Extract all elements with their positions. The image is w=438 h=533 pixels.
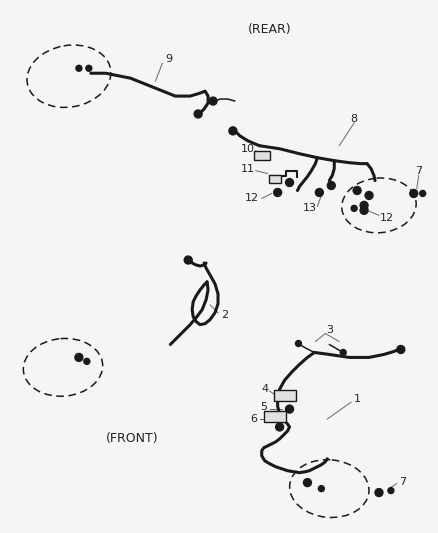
Circle shape bbox=[315, 189, 323, 197]
Text: 5: 5 bbox=[260, 402, 267, 412]
Circle shape bbox=[209, 97, 217, 105]
Text: 10: 10 bbox=[241, 144, 255, 154]
Circle shape bbox=[75, 353, 83, 361]
Text: 7: 7 bbox=[415, 166, 422, 175]
Polygon shape bbox=[268, 175, 281, 182]
Circle shape bbox=[410, 190, 418, 197]
Circle shape bbox=[318, 486, 324, 491]
Circle shape bbox=[397, 345, 405, 353]
Circle shape bbox=[76, 65, 82, 71]
Text: 9: 9 bbox=[165, 54, 172, 64]
Circle shape bbox=[365, 191, 373, 199]
Text: 7: 7 bbox=[399, 477, 406, 487]
Text: 3: 3 bbox=[326, 325, 333, 335]
Text: 6: 6 bbox=[250, 414, 257, 424]
Polygon shape bbox=[254, 151, 270, 160]
Circle shape bbox=[296, 341, 301, 346]
Circle shape bbox=[327, 182, 335, 190]
Polygon shape bbox=[264, 410, 286, 422]
Circle shape bbox=[276, 423, 283, 431]
Circle shape bbox=[353, 187, 361, 195]
Text: 12: 12 bbox=[380, 213, 394, 223]
Circle shape bbox=[194, 110, 202, 118]
Text: 8: 8 bbox=[350, 114, 358, 124]
Text: 4: 4 bbox=[261, 384, 268, 394]
Circle shape bbox=[286, 405, 293, 413]
Text: 12: 12 bbox=[245, 193, 259, 204]
Circle shape bbox=[274, 189, 282, 197]
Circle shape bbox=[84, 358, 90, 365]
Text: (FRONT): (FRONT) bbox=[106, 432, 159, 446]
Polygon shape bbox=[274, 390, 296, 401]
Circle shape bbox=[360, 201, 368, 209]
Circle shape bbox=[184, 256, 192, 264]
Circle shape bbox=[304, 479, 311, 487]
Text: 2: 2 bbox=[221, 310, 229, 320]
Circle shape bbox=[340, 350, 346, 356]
Circle shape bbox=[286, 179, 293, 187]
Circle shape bbox=[420, 190, 426, 197]
Text: 13: 13 bbox=[302, 204, 316, 213]
Circle shape bbox=[360, 206, 368, 214]
Circle shape bbox=[388, 488, 394, 494]
Circle shape bbox=[86, 65, 92, 71]
Text: 1: 1 bbox=[353, 394, 360, 404]
Text: 11: 11 bbox=[241, 164, 255, 174]
Text: (REAR): (REAR) bbox=[248, 23, 291, 36]
Circle shape bbox=[229, 127, 237, 135]
Circle shape bbox=[351, 205, 357, 212]
Circle shape bbox=[375, 489, 383, 497]
